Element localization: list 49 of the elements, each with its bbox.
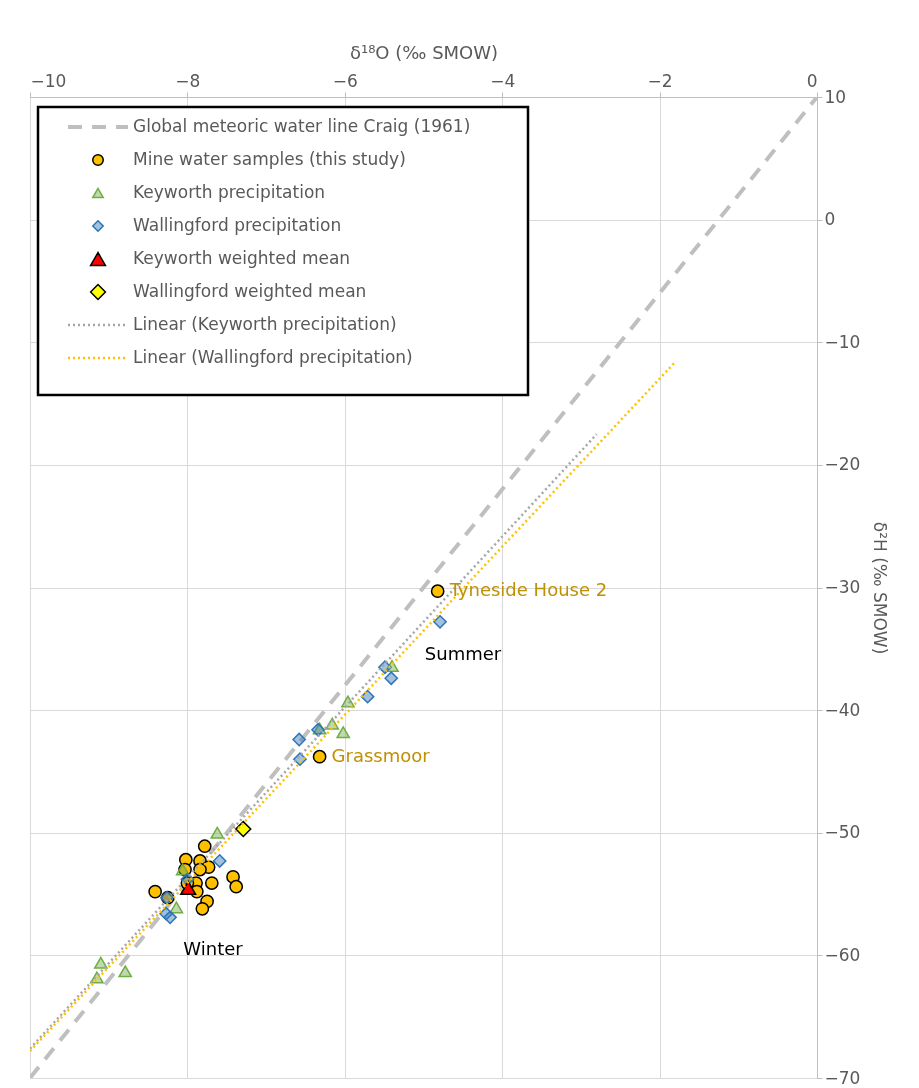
- point: [180, 880, 197, 896]
- point: [148, 884, 163, 899]
- point: [292, 732, 307, 747]
- point: [433, 614, 447, 629]
- point: [197, 839, 212, 854]
- legend-label: Global meteoric water line Craig (1961): [133, 116, 471, 136]
- legend-label: Keyworth precipitation: [133, 182, 326, 202]
- x-tick-label: −6: [332, 70, 358, 91]
- legend-label: Linear (Wallingford precipitation): [133, 347, 413, 367]
- point: [384, 671, 399, 686]
- point: [229, 879, 244, 894]
- x-tick-label: −10: [30, 70, 67, 91]
- legend-label: Wallingford weighted mean: [133, 281, 367, 301]
- y-tick-label: −60: [824, 944, 861, 965]
- y-tick-label: −50: [824, 822, 861, 843]
- x-tick-label: 0: [806, 70, 818, 91]
- point: [195, 901, 210, 916]
- legend-label: Linear (Keyworth precipitation): [133, 314, 397, 334]
- point: [210, 826, 225, 839]
- x-tick-label: −8: [175, 70, 201, 91]
- y-tick-label: −10: [824, 331, 861, 352]
- point: [235, 820, 252, 838]
- annotation: Winter: [183, 938, 244, 959]
- y-tick-label: −70: [824, 1067, 861, 1088]
- y-tick-label: −30: [824, 577, 861, 597]
- y-tick-label: 10: [824, 86, 847, 107]
- legend-label: Wallingford precipitation: [133, 215, 342, 235]
- legend-label: Mine water samples (this study): [133, 149, 406, 169]
- point: [163, 910, 177, 925]
- point: [169, 901, 184, 914]
- y-tick-label: −40: [824, 699, 861, 720]
- y-tick-label: −20: [824, 454, 861, 475]
- point: [312, 749, 327, 764]
- annotation: Summer: [424, 643, 502, 664]
- annotation: Grassmoor: [331, 744, 431, 766]
- annotation: Tyneside House 2: [448, 579, 608, 601]
- point: [204, 876, 219, 890]
- point: [336, 726, 351, 739]
- y-tick-label: 0: [824, 209, 836, 230]
- point: [360, 689, 375, 704]
- x-axis-title: δ¹⁸O (‰ SMOW): [349, 41, 499, 63]
- y-axis-title: δ²H (‰ SMOW): [870, 521, 891, 655]
- legend-label: Keyworth weighted mean: [133, 248, 351, 268]
- point: [93, 956, 108, 969]
- point: [118, 965, 133, 978]
- point: [212, 854, 227, 868]
- point: [430, 584, 445, 599]
- x-tick-label: −2: [647, 70, 673, 91]
- x-tick-label: −4: [490, 70, 516, 91]
